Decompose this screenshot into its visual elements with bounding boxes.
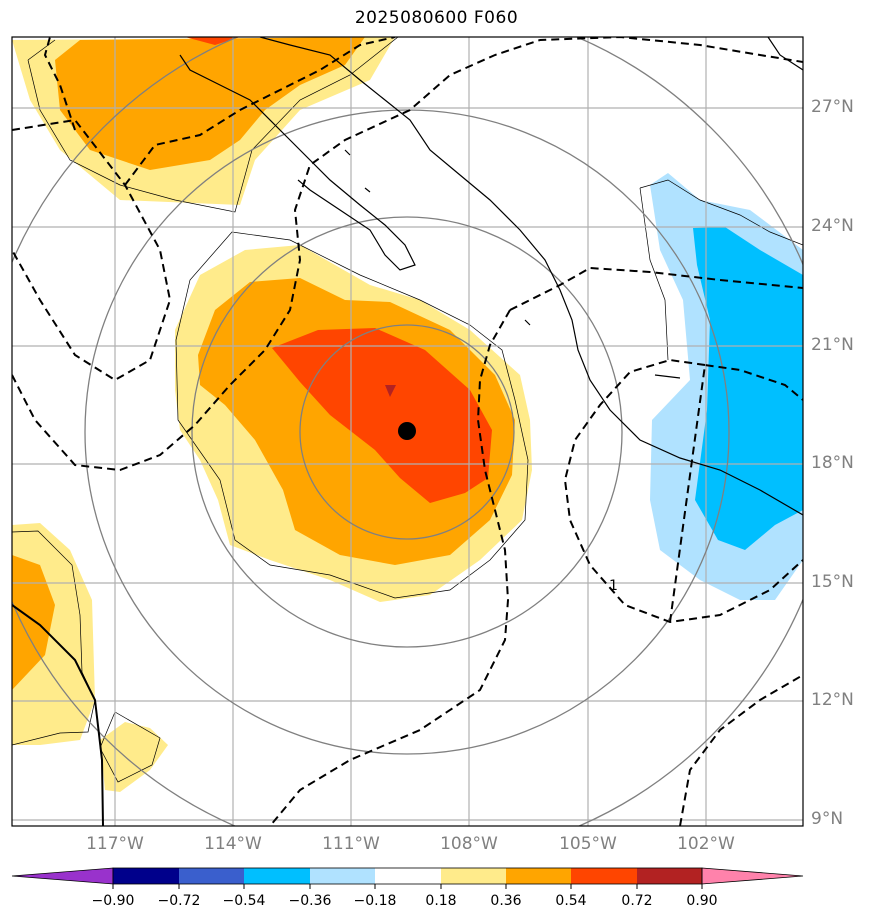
coastline-islands <box>344 149 681 379</box>
lat-label-18n: 18°N <box>811 453 854 473</box>
lat-label-12n: 12°N <box>811 690 854 710</box>
colorbar-tick-label: 0.54 <box>555 893 587 909</box>
colorbar-cell <box>375 868 441 884</box>
dashed-contour-3 <box>12 37 803 472</box>
lat-label-24n: 24°N <box>811 216 854 236</box>
lat-label-21n: 21°N <box>811 335 854 355</box>
colorbar-cell <box>571 868 637 884</box>
colorbar-cell <box>179 868 244 884</box>
colorbar-tick-label: 0.36 <box>490 893 522 909</box>
dashed-contour-7 <box>563 358 803 624</box>
lon-label-111w: 111°W <box>322 834 380 854</box>
colorbar-cell <box>506 868 571 884</box>
colorbar-arrow-right <box>701 867 804 885</box>
colorbar <box>11 867 804 889</box>
coastline-west-border <box>12 604 104 826</box>
colorbar-tick-label: −0.36 <box>288 893 332 909</box>
anomaly-fill-orange-north <box>55 37 365 170</box>
coastline-baja <box>179 54 416 271</box>
colorbar-cell <box>310 868 375 884</box>
lon-label-114w: 114°W <box>204 834 262 854</box>
lat-label-15n: 15°N <box>811 572 854 592</box>
map-plot: 1 <box>11 36 804 827</box>
colorbar-tick-label: −0.72 <box>157 893 201 909</box>
coastline-mainland <box>259 37 803 516</box>
anomaly-fill-yellow-small <box>100 722 168 792</box>
anomaly-fill-darkred-spot <box>385 385 396 397</box>
colorbar-tick-label: 0.18 <box>425 893 457 909</box>
dashed-contour-5 <box>509 266 803 311</box>
dashed-contour-6 <box>269 309 511 826</box>
lat-label-9n: 9°N <box>811 809 844 829</box>
colorbar-tick-label: −0.18 <box>353 893 397 909</box>
colorbar-cell <box>113 868 179 884</box>
colorbar-cell <box>441 868 506 884</box>
lon-label-117w: 117°W <box>86 834 144 854</box>
colorbar-tick-label: 0.72 <box>621 893 653 909</box>
anomaly-fill-blue-east <box>693 227 803 550</box>
dashed-contour-9 <box>679 674 803 826</box>
colorbar-arrow-left <box>11 867 114 885</box>
lat-label-27n: 27°N <box>811 97 854 117</box>
anomaly-fill-orange-west <box>12 555 55 690</box>
anomaly-fill-red-center <box>272 328 492 503</box>
colorbar-cell <box>244 868 310 884</box>
dashed-contour-8 <box>669 363 803 623</box>
dashed-contour-4 <box>124 37 396 186</box>
lon-label-108w: 108°W <box>440 834 498 854</box>
dashed-contour-1 <box>12 118 172 382</box>
colorbar-tick-label: −0.54 <box>222 893 266 909</box>
lon-label-102w: 102°W <box>677 834 735 854</box>
anomaly-fill-red-north <box>185 37 240 45</box>
coastline-north-east <box>767 37 803 71</box>
lon-label-105w: 105°W <box>559 834 617 854</box>
contour-label: 1 <box>609 578 618 594</box>
storm-center-marker <box>398 422 416 440</box>
colorbar-tick-label: 0.90 <box>686 893 718 909</box>
map-title: 2025080600 F060 <box>354 8 519 28</box>
colorbar-tick-label: −0.90 <box>91 893 135 909</box>
colorbar-cell <box>637 868 702 884</box>
